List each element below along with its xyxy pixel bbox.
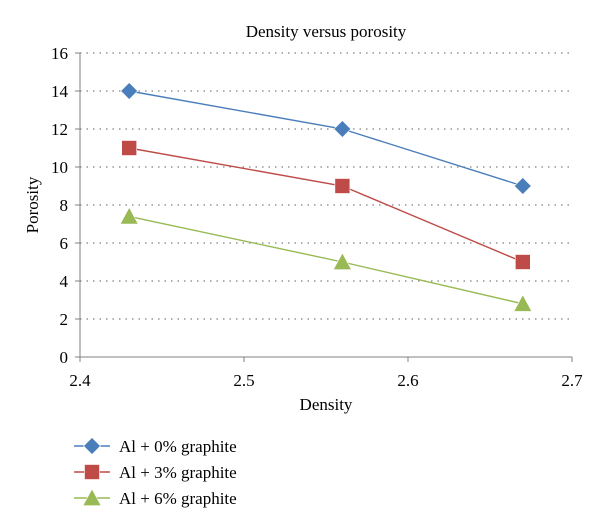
- x-tick-label: 2.5: [233, 371, 254, 390]
- legend-label: Al + 3% graphite: [119, 463, 237, 482]
- y-axis-label: Porosity: [23, 176, 42, 233]
- data-point: [513, 177, 532, 195]
- y-tick-label: 8: [60, 196, 69, 215]
- data-point: [333, 120, 352, 138]
- x-tick-label: 2.4: [69, 371, 91, 390]
- grid: [80, 52, 572, 320]
- y-tick-label: 10: [51, 158, 68, 177]
- legend-label: Al + 6% graphite: [119, 489, 237, 508]
- y-tick-label: 6: [60, 234, 69, 253]
- data-point: [513, 294, 533, 312]
- data-point: [119, 206, 139, 225]
- series-group: [119, 82, 533, 312]
- legend-label: Al + 0% graphite: [119, 437, 237, 456]
- y-tick-label: 0: [60, 348, 69, 367]
- y-tick-label: 4: [60, 272, 69, 291]
- chart-title: Density versus porosity: [246, 22, 407, 41]
- data-point: [332, 252, 352, 270]
- data-point: [334, 178, 351, 194]
- y-tick-label: 16: [51, 44, 68, 63]
- x-tick-label: 2.7: [561, 371, 583, 390]
- series-line: [129, 215, 523, 305]
- series-1: [120, 82, 532, 195]
- legend-item: Al + 6% graphite: [74, 488, 237, 508]
- legend-marker: [84, 464, 100, 480]
- series-line: [129, 90, 524, 187]
- data-point: [120, 82, 139, 100]
- data-point: [121, 140, 137, 156]
- series-3: [119, 206, 533, 312]
- legend-item: Al + 3% graphite: [74, 463, 237, 482]
- legend: Al + 0% graphite Al + 3% graphite Al + 6% …: [74, 437, 237, 508]
- series-2: [121, 140, 531, 270]
- legend-marker: [82, 488, 102, 506]
- y-tick-label: 14: [51, 82, 69, 101]
- y-tick-label: 2: [60, 310, 69, 329]
- tick-labels: 0 2 4 6 8 10 12 14 16 2.4 2.5 2.6 2.7: [51, 44, 583, 390]
- legend-item: Al + 0% graphite: [74, 437, 237, 456]
- data-point: [514, 254, 531, 270]
- x-tick-label: 2.6: [397, 371, 418, 390]
- axes: [75, 52, 573, 362]
- x-axis-label: Density: [300, 395, 353, 414]
- legend-marker: [83, 437, 101, 455]
- y-tick-label: 12: [51, 120, 68, 139]
